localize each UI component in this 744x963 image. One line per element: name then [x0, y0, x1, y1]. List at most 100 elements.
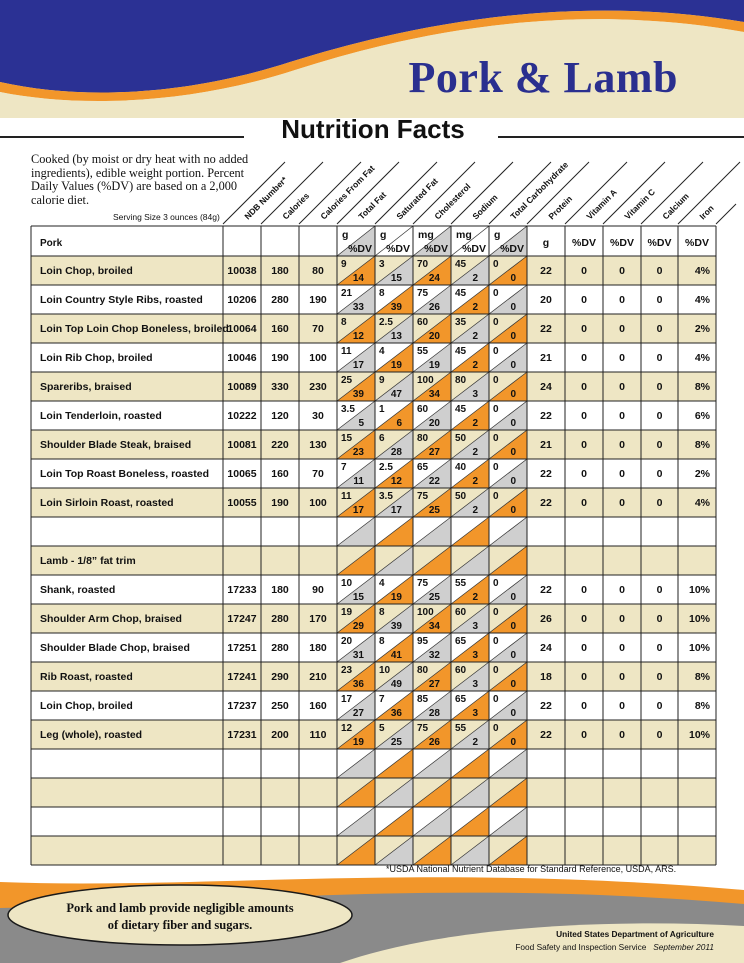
- pair-dv: 26: [429, 302, 441, 313]
- pair-dv: 24: [429, 273, 441, 284]
- calories-from-fat: 70: [312, 468, 324, 480]
- header-slant: [412, 161, 476, 225]
- single-value: 0: [581, 729, 587, 741]
- pair-amount: 0: [493, 433, 499, 444]
- pair-dv: 2: [472, 592, 478, 603]
- pair-amount: 0: [493, 404, 499, 415]
- cell-diagonal: [336, 632, 376, 663]
- pair-dv: 19: [391, 360, 403, 371]
- pair-amount: 45: [455, 259, 467, 270]
- header-slant: [336, 161, 400, 225]
- pair-dv: 31: [353, 650, 365, 661]
- single-value: 4%: [695, 294, 711, 306]
- ndb-number: 17251: [227, 642, 256, 654]
- calories: 330: [271, 381, 289, 393]
- pair-amount: 50: [455, 433, 467, 444]
- cell-diagonal: [488, 429, 528, 460]
- single-value: 0: [581, 468, 587, 480]
- row-name: Spareribs, braised: [40, 381, 132, 393]
- pair-amount: 3.5: [379, 491, 393, 502]
- pair-amount: 60: [417, 317, 429, 328]
- pair-dv: 17: [353, 360, 365, 371]
- single-value: 4%: [695, 497, 711, 509]
- single-value: 0: [619, 497, 625, 509]
- single-value: 0: [619, 294, 625, 306]
- single-value: 0: [619, 642, 625, 654]
- pair-amount: 6: [379, 433, 385, 444]
- pair-dv: 34: [429, 389, 441, 400]
- pair-dv: 2: [472, 331, 478, 342]
- pair-amount: 60: [417, 404, 429, 415]
- ndb-number: 10046: [227, 352, 256, 364]
- pair-dv: 2: [472, 476, 478, 487]
- unit-bottom: %DV: [424, 243, 448, 255]
- footer-note-line1: Pork and lamb provide negligible amounts: [66, 901, 294, 915]
- pair-dv: 0: [510, 331, 516, 342]
- pair-amount: 8: [379, 607, 385, 618]
- cell-diagonal: [374, 342, 414, 373]
- cell-diagonal: [374, 313, 414, 344]
- pair-dv: 17: [391, 505, 403, 516]
- pair-dv: 39: [353, 389, 365, 400]
- single-value: 24: [540, 381, 552, 393]
- pair-amount: 8: [341, 317, 347, 328]
- ndb-number: 10038: [227, 265, 256, 277]
- row-name: Shoulder Blade Steak, braised: [40, 439, 191, 451]
- cell-diagonal: [412, 487, 452, 518]
- calories: 190: [271, 352, 289, 364]
- pair-dv: 32: [429, 650, 441, 661]
- pair-dv: 6: [396, 418, 402, 429]
- cell-diagonal: [488, 458, 528, 489]
- cell-diagonal: [336, 545, 376, 576]
- header-slant: [677, 161, 741, 225]
- pair-amount: 55: [417, 346, 429, 357]
- calories-from-fat: 110: [310, 729, 327, 741]
- calories-from-fat: 130: [309, 439, 327, 451]
- calories: 280: [271, 613, 289, 625]
- cell-diagonal: [374, 632, 414, 663]
- pair-amount: 45: [455, 346, 467, 357]
- cell-diagonal: [488, 516, 528, 547]
- pair-amount: 65: [455, 636, 467, 647]
- cell-diagonal: [374, 371, 414, 402]
- cell-diagonal: [336, 284, 376, 315]
- ndb-number: 10222: [227, 410, 256, 422]
- pair-dv: 3: [472, 621, 478, 632]
- cell-diagonal: [374, 748, 414, 779]
- calories-from-fat: 180: [309, 642, 327, 654]
- cell-diagonal: [450, 661, 490, 692]
- cell-diagonal: [450, 748, 490, 779]
- pair-dv: 22: [429, 476, 441, 487]
- pair-amount: 8: [379, 636, 385, 647]
- cell-diagonal: [450, 806, 490, 837]
- cell-diagonal: [374, 516, 414, 547]
- cell-diagonal: [488, 545, 528, 576]
- cell-diagonal: [488, 632, 528, 663]
- single-value: 0: [657, 497, 663, 509]
- cell-diagonal: [374, 603, 414, 634]
- cell-diagonal: [412, 400, 452, 431]
- cell-diagonal: [450, 400, 490, 431]
- cell-diagonal: [412, 748, 452, 779]
- cell-diagonal: [374, 225, 414, 257]
- pair-dv: 0: [510, 708, 516, 719]
- cell-diagonal: [374, 255, 414, 286]
- cell-diagonal: [336, 516, 376, 547]
- cell-diagonal: [450, 545, 490, 576]
- single-value: 0: [657, 439, 663, 451]
- pair-dv: 36: [391, 708, 403, 719]
- pair-dv: 19: [391, 592, 403, 603]
- cell-diagonal: [450, 255, 490, 286]
- cell-diagonal: [488, 748, 528, 779]
- cell-diagonal: [412, 574, 452, 605]
- single-value: 0: [619, 265, 625, 277]
- single-value: 26: [540, 613, 552, 625]
- pair-amount: 0: [493, 723, 499, 734]
- ndb-number: 10064: [227, 323, 256, 335]
- single-value: 0: [657, 642, 663, 654]
- cell-diagonal: [374, 429, 414, 460]
- single-value: 22: [540, 410, 552, 422]
- ndb-number: 17231: [227, 729, 256, 741]
- pair-amount: 50: [455, 491, 467, 502]
- pair-dv: 3: [472, 708, 478, 719]
